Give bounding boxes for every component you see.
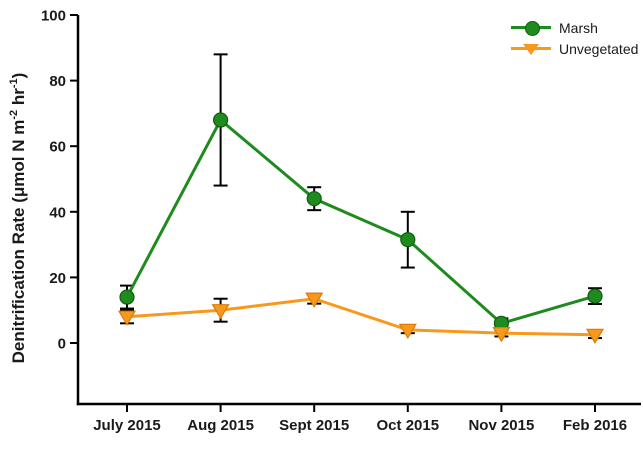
y-tick-label: 80 (49, 73, 66, 90)
y-tick-label: 100 (41, 8, 66, 25)
unvegetated-triangle-marker-icon (523, 43, 539, 55)
marker-circle-marsh (306, 191, 322, 207)
y-axis-label-text: mol N m (9, 119, 28, 187)
marker-circle-marsh (213, 112, 229, 128)
series-line-marsh (125, 117, 596, 325)
x-tick-label: Aug 2015 (187, 417, 254, 434)
marker-triangle-unvegetated (305, 292, 324, 308)
mu-symbol: μ (9, 186, 28, 198)
superscript-exponent: -2 (8, 109, 20, 120)
y-tick-label: 0 (58, 336, 66, 353)
y-tick-label: 40 (49, 204, 66, 221)
marker-triangle-unvegetated (398, 323, 417, 340)
marker-triangle-unvegetated (585, 328, 605, 344)
legend-sample-unvegetated (511, 42, 551, 56)
y-tick-label: 60 (49, 139, 66, 156)
marker-triangle-unvegetated (211, 304, 230, 320)
legend-sample-marsh (511, 21, 551, 36)
y-axis-label-text: hr (9, 88, 28, 110)
marker-circle-marsh (119, 289, 135, 305)
x-tick-label: Nov 2015 (468, 417, 534, 434)
x-tick-label: Sept 2015 (279, 417, 349, 434)
x-tick-label: July 2015 (93, 417, 161, 434)
x-tick-label: Oct 2015 (377, 417, 440, 434)
legend-item-unvegetated: Unvegetated (511, 38, 638, 59)
series-line-unvegetated (126, 297, 596, 337)
y-axis-label-text: Denitrification Rate ( (9, 197, 28, 364)
marsh-circle-marker-icon (524, 21, 540, 36)
legend-label-marsh: Marsh (559, 19, 598, 36)
superscript-exponent: -1 (8, 78, 20, 89)
y-axis-label: Denitrification Rate (μmol N m-2 hr-1) (8, 73, 29, 364)
marker-circle-marsh (587, 288, 603, 304)
legend-label-unvegetated: Unvegetated (559, 40, 639, 57)
legend-item-marsh: Marsh (511, 17, 638, 38)
y-tick-label: 20 (49, 270, 66, 287)
x-tick-label: Feb 2016 (563, 417, 627, 434)
marker-circle-marsh (400, 232, 416, 248)
legend: Marsh Unvegetated (511, 17, 638, 59)
marker-triangle-unvegetated (117, 310, 137, 326)
marker-triangle-unvegetated (492, 327, 511, 343)
